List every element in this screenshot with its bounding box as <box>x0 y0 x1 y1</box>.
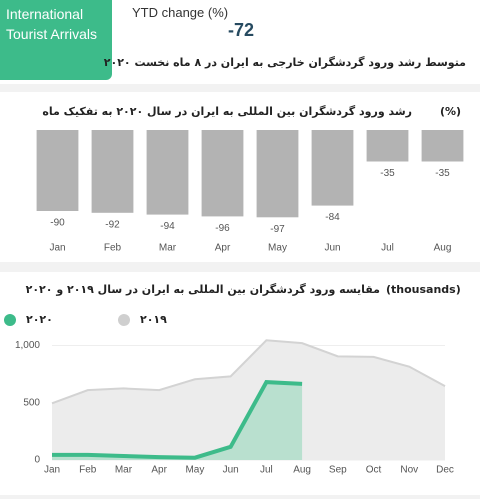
unit-label: (%) <box>440 105 461 118</box>
data-label: -97 <box>270 224 285 235</box>
bar <box>201 130 244 217</box>
data-label: -35 <box>380 168 395 179</box>
x-tick-label: Jun <box>223 465 239 476</box>
x-tick-label: May <box>268 243 287 254</box>
legend-swatch <box>118 314 130 326</box>
x-tick-label: Sep <box>329 465 347 476</box>
x-tick-label: Mar <box>159 243 177 254</box>
kpi-subtitle: متوسط رشد ورود گردشگران خارجی به ایران د… <box>103 56 466 69</box>
line-chart: مقایسه ورود گردشگران بین المللی به ایران… <box>4 283 461 476</box>
chart-title: مقایسه ورود گردشگران بین المللی به ایران… <box>26 283 380 296</box>
data-label: -96 <box>215 223 230 234</box>
line <box>52 380 303 460</box>
area <box>52 382 303 460</box>
data-label: -35 <box>435 168 450 179</box>
bar <box>366 130 409 162</box>
kpi-tile: International Tourist Arrivals <box>0 0 112 80</box>
legend-label: ۲۰۱۹ <box>140 313 167 326</box>
legend-swatch <box>4 314 16 326</box>
unit-label: (thousands) <box>386 283 461 296</box>
x-tick-label: Nov <box>400 465 418 476</box>
data-label: -84 <box>325 212 340 223</box>
bar-panel: رشد ورود گردشگران بین المللی به ایران در… <box>0 92 480 262</box>
line-panel: مقایسه ورود گردشگران بین المللی به ایران… <box>0 272 480 495</box>
x-tick-label: Apr <box>151 465 167 476</box>
x-tick-label: Oct <box>366 465 382 476</box>
x-tick-label: Mar <box>115 465 133 476</box>
x-tick-label: Dec <box>436 465 454 476</box>
x-tick-label: Jan <box>44 465 60 476</box>
bar <box>311 130 354 206</box>
x-tick-label: Feb <box>104 243 122 254</box>
area <box>52 340 445 460</box>
legend-label: ۲۰۲۰ <box>26 313 53 326</box>
bar <box>36 130 79 211</box>
bar-chart: رشد ورود گردشگران بین المللی به ایران در… <box>36 105 464 254</box>
x-tick-label: Aug <box>434 243 452 254</box>
x-tick-label: Jul <box>260 465 273 476</box>
y-tick-label: 0 <box>34 455 40 466</box>
kpi-value: -72 <box>228 20 255 40</box>
y-tick-label: 1,000 <box>15 340 40 351</box>
bar <box>421 130 464 162</box>
chart-title: رشد ورود گردشگران بین المللی به ایران در… <box>42 105 412 118</box>
bar <box>256 130 299 218</box>
data-label: -92 <box>105 219 120 230</box>
x-tick-label: Jun <box>324 243 340 254</box>
x-tick-label: Apr <box>215 243 231 254</box>
y-tick-label: 500 <box>23 397 40 408</box>
bar <box>91 130 134 213</box>
x-tick-label: Jan <box>49 243 65 254</box>
data-label: -90 <box>50 218 65 229</box>
kpi-panel: International Tourist Arrivals YTD chang… <box>0 0 480 84</box>
data-label: -94 <box>160 221 175 232</box>
line <box>51 339 446 405</box>
x-tick-label: Aug <box>293 465 311 476</box>
kpi-label: YTD change (%) <box>132 5 229 20</box>
x-tick-label: Feb <box>79 465 97 476</box>
x-tick-label: May <box>185 465 204 476</box>
x-tick-label: Jul <box>381 243 394 254</box>
bar <box>146 130 189 215</box>
